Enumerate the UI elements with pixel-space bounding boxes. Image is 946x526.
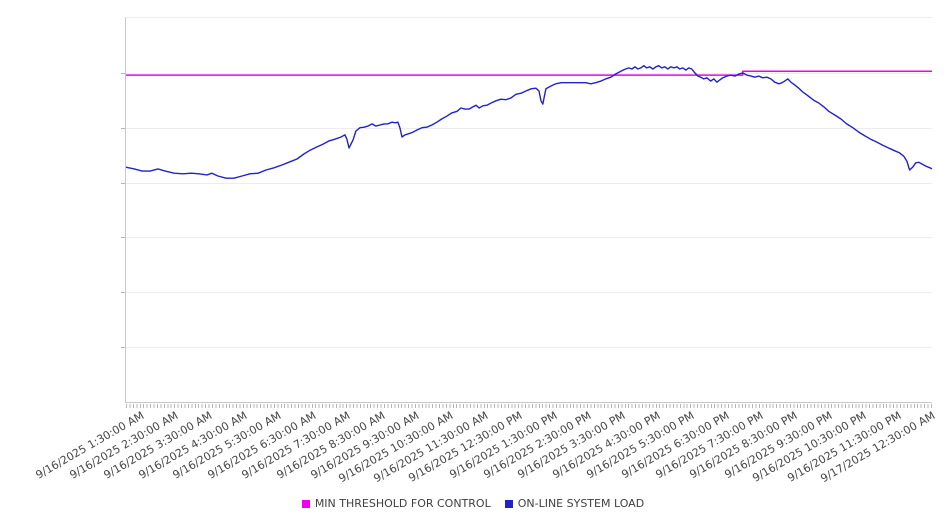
y-axis-tick bbox=[121, 292, 125, 293]
x-axis-label: 9/16/2025 11:30:00 PM bbox=[784, 409, 904, 485]
x-axis-label: 9/16/2025 6:30:00 PM bbox=[618, 409, 732, 482]
x-axis-label: 9/16/2025 6:30:00 AM bbox=[205, 409, 319, 482]
x-axis-label: 9/16/2025 4:30:00 PM bbox=[550, 409, 663, 482]
y-axis-tick bbox=[121, 237, 125, 238]
legend: MIN THRESHOLD FOR CONTROL ON-LINE SYSTEM… bbox=[0, 497, 946, 510]
y-axis-tick bbox=[121, 183, 125, 184]
x-axis-label: 9/16/2025 7:30:00 PM bbox=[653, 409, 766, 482]
x-axis-label: 9/16/2025 3:30:00 AM bbox=[101, 409, 215, 482]
gridline bbox=[126, 237, 932, 238]
x-axis-label: 9/16/2025 3:30:00 PM bbox=[515, 409, 628, 482]
x-axis-label: 9/17/2025 12:30:00 AM bbox=[818, 409, 938, 486]
x-axis-label: 9/16/2025 1:30:00 PM bbox=[446, 409, 559, 482]
x-axis-label: 9/16/2025 9:30:00 PM bbox=[722, 409, 835, 482]
online-system-load-legend-swatch bbox=[504, 499, 513, 508]
x-axis-label: 9/16/2025 9:30:00 AM bbox=[308, 409, 422, 482]
online-system-load-legend-label: ON-LINE SYSTEM LOAD bbox=[517, 497, 645, 510]
y-axis-tick bbox=[121, 347, 125, 348]
x-axis-label: 9/16/2025 5:30:00 AM bbox=[170, 409, 284, 482]
y-axis-tick bbox=[121, 73, 125, 74]
gridline bbox=[126, 183, 932, 184]
x-axis-label: 9/16/2025 8:30:00 PM bbox=[687, 409, 800, 482]
x-axis-minor-ticks bbox=[126, 404, 932, 408]
legend-item-min-threshold[interactable]: MIN THRESHOLD FOR CONTROL bbox=[301, 497, 491, 510]
x-axis-label: 9/16/2025 2:30:00 PM bbox=[481, 409, 594, 482]
min-threshold-legend-label: MIN THRESHOLD FOR CONTROL bbox=[314, 497, 491, 510]
x-axis-label: 9/16/2025 8:30:00 AM bbox=[274, 409, 387, 482]
x-axis-label: 9/16/2025 5:30:00 PM bbox=[584, 409, 697, 482]
y-axis-tick bbox=[121, 128, 125, 129]
x-axis-label: 9/16/2025 10:30:00 AM bbox=[336, 409, 456, 486]
x-axis-label: 9/16/2025 12:30:00 PM bbox=[406, 409, 525, 485]
min-threshold-legend-swatch bbox=[301, 499, 310, 508]
x-axis-label: 9/16/2025 1:30:00 AM bbox=[33, 409, 146, 482]
series-layer bbox=[125, 65, 933, 179]
x-axis-label: 9/16/2025 10:30:00 PM bbox=[750, 409, 869, 485]
min-threshold-series-line bbox=[126, 70, 932, 76]
gridline bbox=[126, 292, 932, 293]
gridline bbox=[126, 347, 932, 348]
x-axis-label: 9/16/2025 2:30:00 AM bbox=[67, 409, 181, 482]
online-system-load-series-line bbox=[125, 65, 933, 179]
gridline bbox=[126, 128, 932, 129]
x-axis-label: 9/16/2025 11:30:00 AM bbox=[371, 409, 491, 486]
plot-area bbox=[121, 17, 933, 408]
x-axis-label: 9/16/2025 7:30:00 AM bbox=[239, 409, 353, 482]
x-axis-label: 9/16/2025 4:30:00 AM bbox=[136, 409, 250, 482]
gridline bbox=[126, 73, 932, 74]
legend-item-online-system-load[interactable]: ON-LINE SYSTEM LOAD bbox=[504, 497, 645, 510]
